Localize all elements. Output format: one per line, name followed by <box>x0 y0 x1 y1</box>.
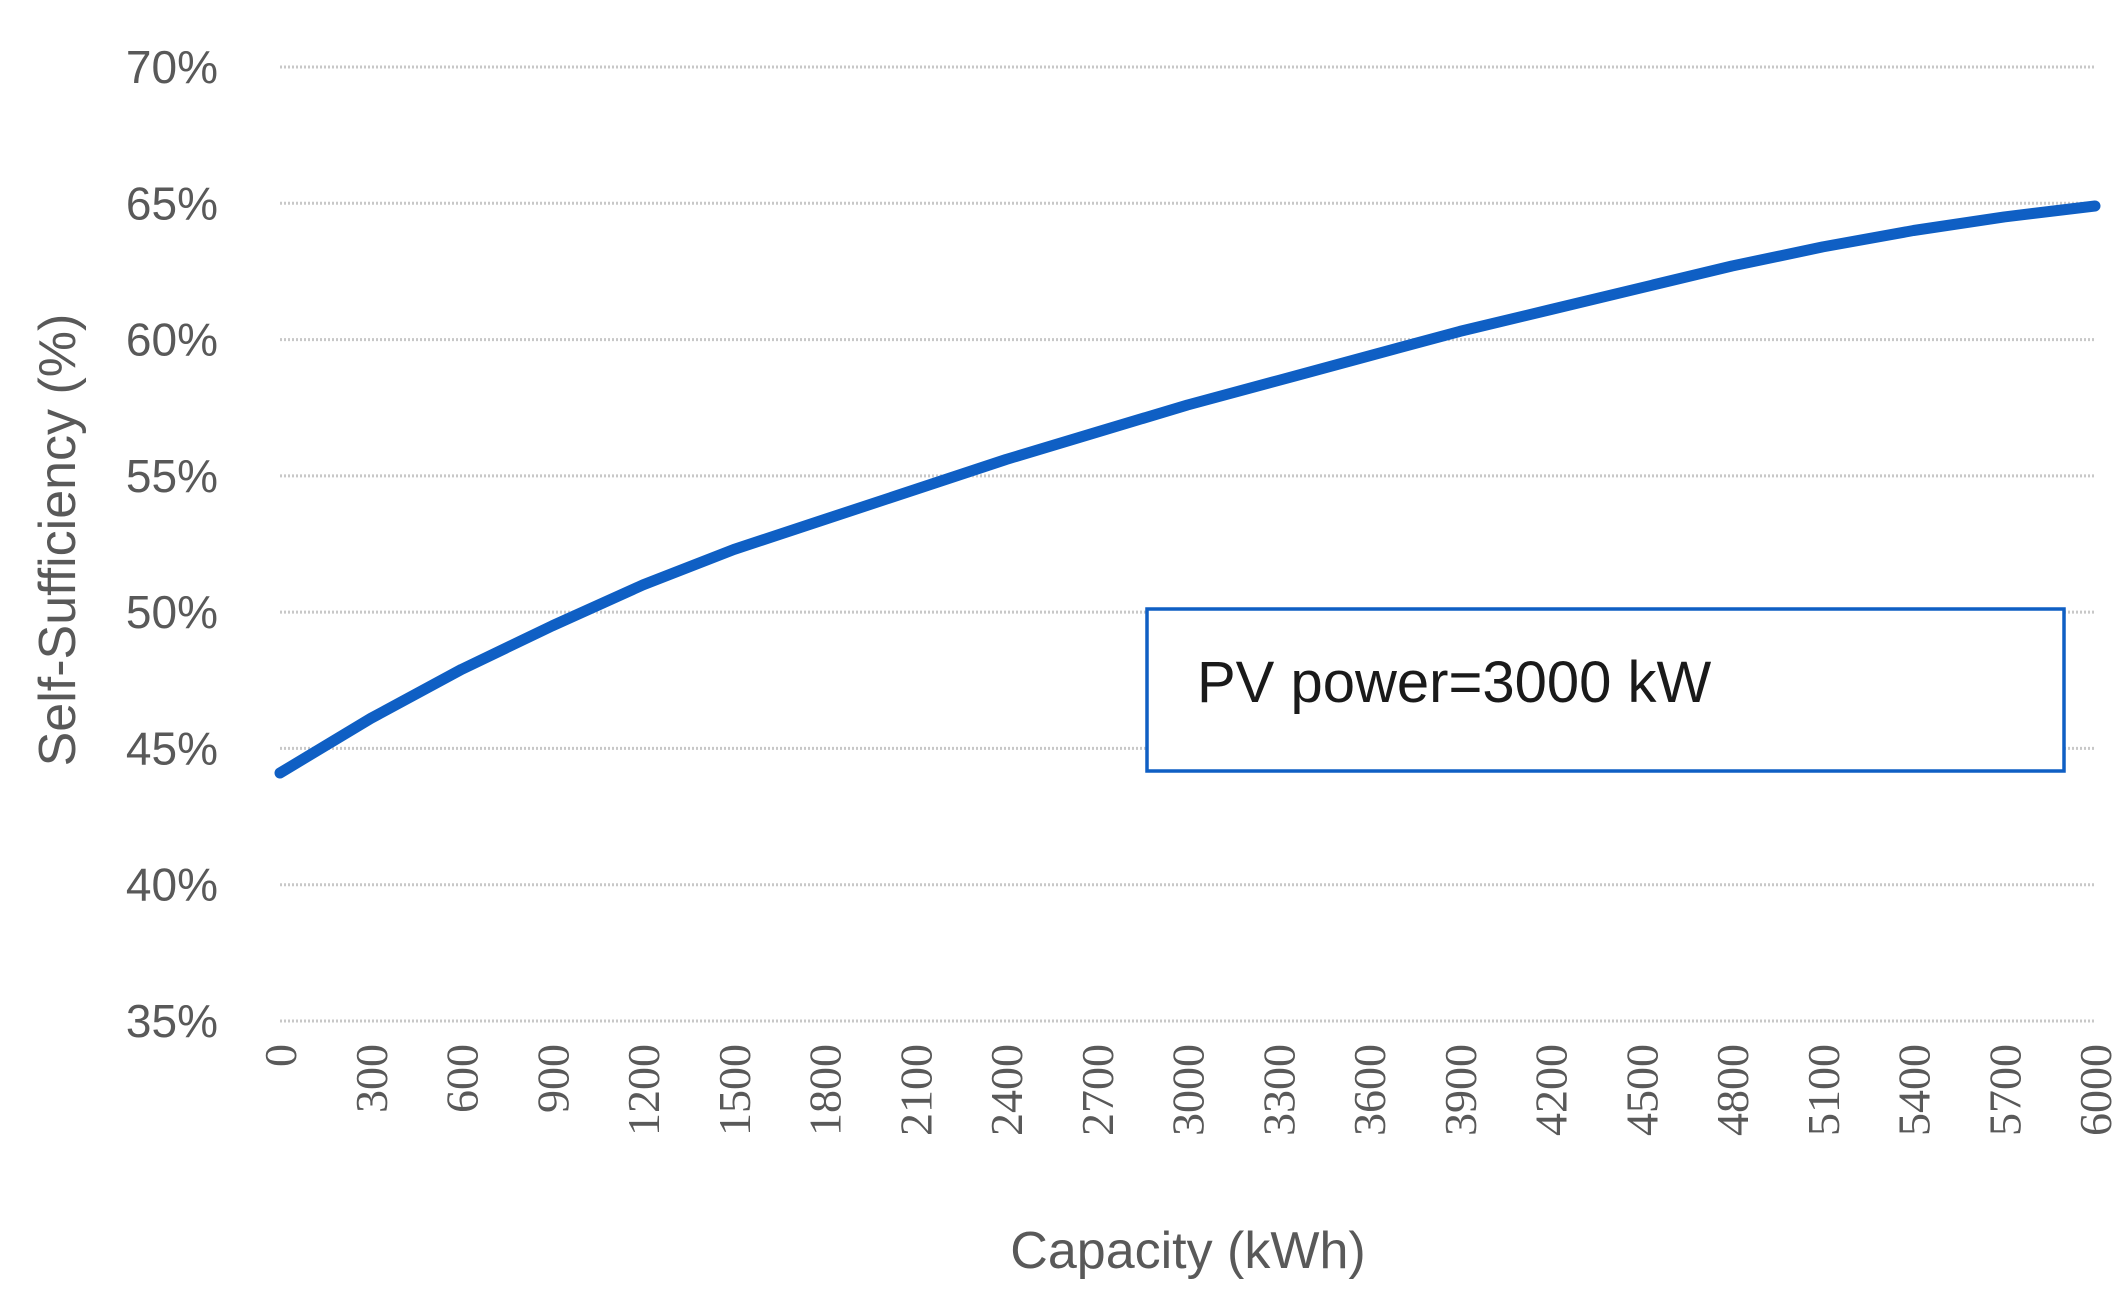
x-tick-label: 6000 <box>2070 1044 2121 1136</box>
x-tick-label: 4800 <box>1707 1044 1758 1136</box>
y-tick-label: 35% <box>126 995 218 1047</box>
annotation-box: PV power=3000 kW <box>1145 607 2066 773</box>
x-tick-label: 4500 <box>1616 1044 1667 1136</box>
x-tick-label: 5100 <box>1798 1044 1849 1136</box>
series-layer <box>274 200 2101 779</box>
x-tick-label: 3600 <box>1344 1044 1395 1136</box>
y-axis-ticks: 35% 40% 45% 50% 55% 60% 65% 70% <box>126 41 218 1047</box>
y-tick-label: 65% <box>126 177 218 229</box>
x-tick-label: 600 <box>437 1044 488 1113</box>
x-tick-label: 300 <box>346 1044 397 1113</box>
y-axis-title: Self-Sufficiency (%) <box>29 314 87 767</box>
x-tick-label: 2400 <box>981 1044 1032 1136</box>
annotation-border <box>1145 607 2066 773</box>
x-tick-label: 0 <box>255 1044 306 1067</box>
x-axis-title: Capacity (kWh) <box>1010 1222 1365 1280</box>
x-tick-label: 5400 <box>1889 1044 1940 1136</box>
y-tick-label: 45% <box>126 722 218 774</box>
gridlines <box>280 65 2095 1023</box>
x-tick-label: 4200 <box>1526 1044 1577 1136</box>
x-tick-label: 3300 <box>1253 1044 1304 1136</box>
x-tick-label: 5700 <box>1979 1044 2030 1136</box>
x-tick-label: 1500 <box>709 1044 760 1136</box>
x-tick-label: 2700 <box>1072 1044 1123 1136</box>
x-axis-ticks: 0 300 600 900 1200 1500 1800 2100 2400 2700 3000 33… <box>255 1044 2121 1136</box>
y-tick-label: 50% <box>126 586 218 638</box>
x-tick-label: 3900 <box>1435 1044 1486 1136</box>
x-tick-label: 900 <box>527 1044 578 1113</box>
x-tick-label: 1200 <box>618 1044 669 1136</box>
y-tick-label: 70% <box>126 41 218 93</box>
y-tick-label: 60% <box>126 314 218 366</box>
y-tick-label: 55% <box>126 450 218 502</box>
y-tick-label: 40% <box>126 859 218 911</box>
x-tick-label: 1800 <box>800 1044 851 1136</box>
x-tick-label: 2100 <box>890 1044 941 1136</box>
annotation-text: PV power=3000 kW <box>1197 650 1711 715</box>
x-tick-label: 3000 <box>1163 1044 1214 1136</box>
